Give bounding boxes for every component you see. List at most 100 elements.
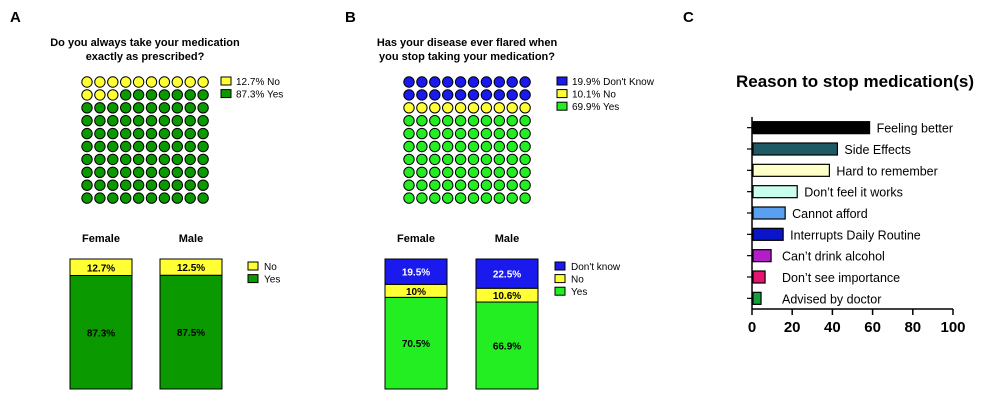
bar-category-label: Male — [495, 233, 519, 245]
legend-swatch — [556, 101, 568, 111]
waffle-dot — [403, 153, 415, 166]
waffle-dot — [171, 102, 184, 114]
hbar-category-label: Hard to remember — [836, 164, 937, 178]
waffle-dot — [429, 102, 441, 114]
waffle-dot — [416, 102, 428, 114]
hbar-category-label: Feeling better — [877, 122, 953, 136]
waffle-dot — [493, 179, 505, 191]
waffle-dot — [120, 153, 132, 166]
hbar-category-label: Don’t feel it works — [804, 186, 903, 200]
waffle-dot — [429, 179, 441, 191]
waffle-dot — [506, 192, 518, 204]
waffle-dot — [519, 102, 531, 114]
waffle-dot — [506, 140, 518, 153]
waffle-dot — [132, 102, 145, 114]
hbar — [752, 206, 786, 220]
waffle-dot — [519, 192, 531, 204]
legend-label: 87.3% Yes — [236, 90, 283, 101]
waffle-dot — [94, 127, 106, 140]
waffle-dot — [403, 166, 415, 179]
waffle-dot — [120, 140, 132, 153]
waffle-dot — [454, 102, 467, 114]
bar-data-label: 22.5% — [493, 270, 521, 281]
bar-category-label: Male — [179, 233, 203, 245]
waffle-dot — [429, 140, 441, 153]
waffle-dot — [442, 179, 454, 191]
hbar — [752, 142, 839, 156]
waffle-dot — [480, 102, 493, 114]
waffle-dot — [197, 115, 209, 127]
waffle-dot — [467, 166, 480, 179]
waffle-dot — [403, 76, 415, 88]
waffle-dot — [107, 89, 119, 101]
waffle-dot — [145, 166, 158, 179]
panel-a-title-line2: exactly as prescribed? — [86, 51, 205, 63]
waffle-dot — [171, 76, 184, 88]
bar-data-label: 10.6% — [493, 291, 521, 302]
waffle-dot — [120, 89, 132, 101]
stacked-bar-segment — [384, 296, 448, 390]
waffle-dot — [416, 166, 428, 179]
waffle-dot — [145, 153, 158, 166]
legend-swatch — [247, 274, 259, 284]
waffle-dot — [506, 76, 518, 88]
waffle-dot — [171, 179, 184, 191]
waffle-dot — [81, 166, 93, 179]
waffle-dot — [81, 115, 93, 127]
waffle-dot — [184, 127, 196, 140]
stacked-bar-segment — [475, 301, 539, 390]
waffle-dot — [197, 76, 209, 88]
legend-label: 19.9% Don't Know — [572, 77, 655, 88]
waffle-dot — [158, 89, 171, 101]
bar-data-label: 12.7% — [87, 263, 115, 274]
waffle-dot — [403, 179, 415, 191]
hbar — [752, 163, 830, 177]
waffle-dot — [145, 115, 158, 127]
bar-category-label: Female — [397, 233, 435, 245]
waffle-dot — [467, 76, 480, 88]
waffle-dot — [519, 179, 531, 191]
waffle-dot — [480, 166, 493, 179]
waffle-dot — [442, 140, 454, 153]
bar-data-label: 70.5% — [402, 339, 430, 350]
waffle-dot — [120, 76, 132, 88]
hbar — [752, 185, 798, 199]
waffle-dot — [107, 192, 119, 204]
waffle-dot — [120, 179, 132, 191]
waffle-dot — [519, 115, 531, 127]
waffle-dot — [132, 192, 145, 204]
waffle-dot — [519, 89, 531, 101]
waffle-dot — [467, 179, 480, 191]
waffle-dot — [81, 76, 93, 88]
waffle-dot — [442, 89, 454, 101]
legend-label: Don't know — [571, 262, 621, 273]
waffle-dot — [197, 153, 209, 166]
waffle-dot — [506, 179, 518, 191]
x-tick-label: 80 — [904, 319, 921, 336]
waffle-dot — [197, 166, 209, 179]
waffle-dot — [107, 102, 119, 114]
bar-data-label: 19.5% — [402, 268, 430, 279]
waffle-dot — [493, 192, 505, 204]
legend-label: Yes — [571, 287, 587, 298]
waffle-dot — [94, 76, 106, 88]
hbar — [752, 227, 784, 241]
panel-a-waffle — [81, 76, 209, 204]
waffle-dot — [467, 192, 480, 204]
waffle-dot — [416, 115, 428, 127]
waffle-dot — [132, 166, 145, 179]
waffle-dot — [81, 153, 93, 166]
legend-label: 12.7% No — [236, 77, 280, 88]
x-tick-label: 0 — [748, 319, 756, 336]
waffle-dot — [416, 153, 428, 166]
waffle-dot — [132, 76, 145, 88]
waffle-dot — [519, 153, 531, 166]
panel-a-title-line1: Do you always take your medication — [50, 37, 240, 49]
panel-b-title-line2: you stop taking your medication? — [379, 51, 555, 63]
waffle-dot — [403, 127, 415, 140]
waffle-dot — [429, 192, 441, 204]
waffle-dot — [158, 140, 171, 153]
waffle-dot — [454, 166, 467, 179]
waffle-dot — [184, 102, 196, 114]
x-tick-label: 40 — [824, 319, 841, 336]
